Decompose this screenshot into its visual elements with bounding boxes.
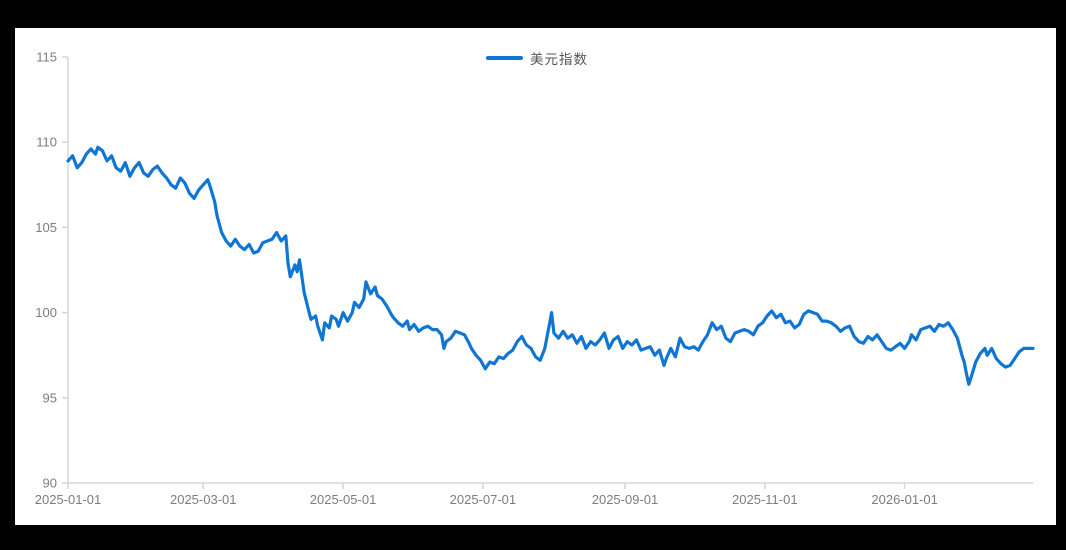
- chart-panel: 美元指数 115 110 105 100 95 90 2025-01-01 2025-03-0…: [15, 28, 1056, 525]
- x-tick-label: 2025-11-01: [732, 492, 798, 507]
- legend-line-marker: [486, 55, 523, 61]
- legend: 美元指数: [486, 49, 588, 68]
- x-tick-label: 2025-09-01: [592, 492, 659, 507]
- y-tick-label: 115: [36, 50, 57, 65]
- y-tick-label: 95: [43, 390, 57, 405]
- y-tick-label: 105: [35, 220, 57, 235]
- y-tick-label: 100: [35, 305, 57, 320]
- x-tick-label: 2025-05-01: [310, 492, 377, 507]
- y-tick-label: 90: [43, 476, 57, 491]
- x-tick-label: 2025-01-01: [35, 492, 102, 507]
- x-tick-label: 2025-03-01: [170, 492, 237, 507]
- x-tick-label: 2026-01-01: [871, 492, 938, 507]
- series-line-usd-index: [66, 145, 1035, 386]
- y-tick-label: 110: [36, 135, 57, 150]
- legend-label: 美元指数: [530, 52, 588, 68]
- x-tick-label: 2025-07-01: [450, 492, 517, 507]
